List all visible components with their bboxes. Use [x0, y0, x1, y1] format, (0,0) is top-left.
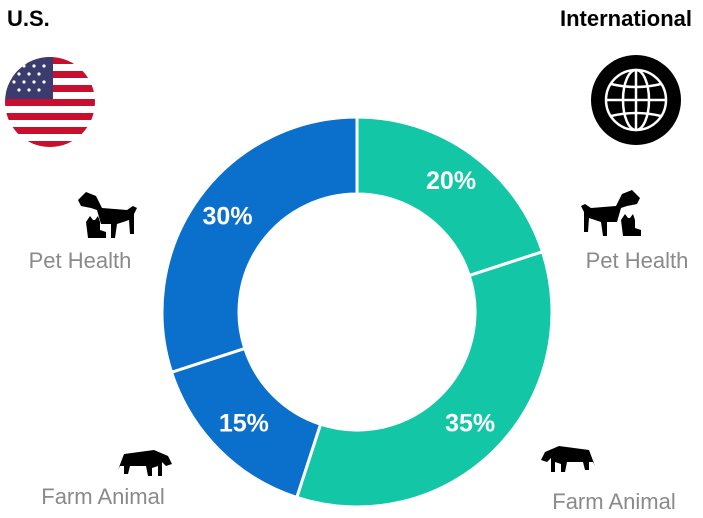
cow-icon	[118, 450, 172, 476]
group-label: International	[560, 6, 692, 31]
category-label: Farm Animal	[552, 489, 675, 514]
donut-segment	[355, 115, 545, 278]
category-label: Farm Animal	[41, 484, 164, 509]
value-label: 35%	[445, 410, 495, 438]
value-label: 30%	[203, 203, 253, 231]
value-label: 20%	[426, 167, 476, 195]
value-label: 15%	[219, 410, 269, 438]
category-label: Pet Health	[29, 248, 132, 273]
cow-icon	[541, 446, 595, 472]
pet-icon	[78, 192, 137, 238]
globe-icon	[591, 55, 681, 145]
donut-segment	[160, 115, 359, 375]
category-label: Pet Health	[586, 248, 689, 273]
group-label: U.S.	[7, 6, 50, 31]
pet-icon	[581, 190, 641, 236]
donut-segment	[294, 249, 554, 509]
us-flag-icon	[5, 57, 95, 147]
